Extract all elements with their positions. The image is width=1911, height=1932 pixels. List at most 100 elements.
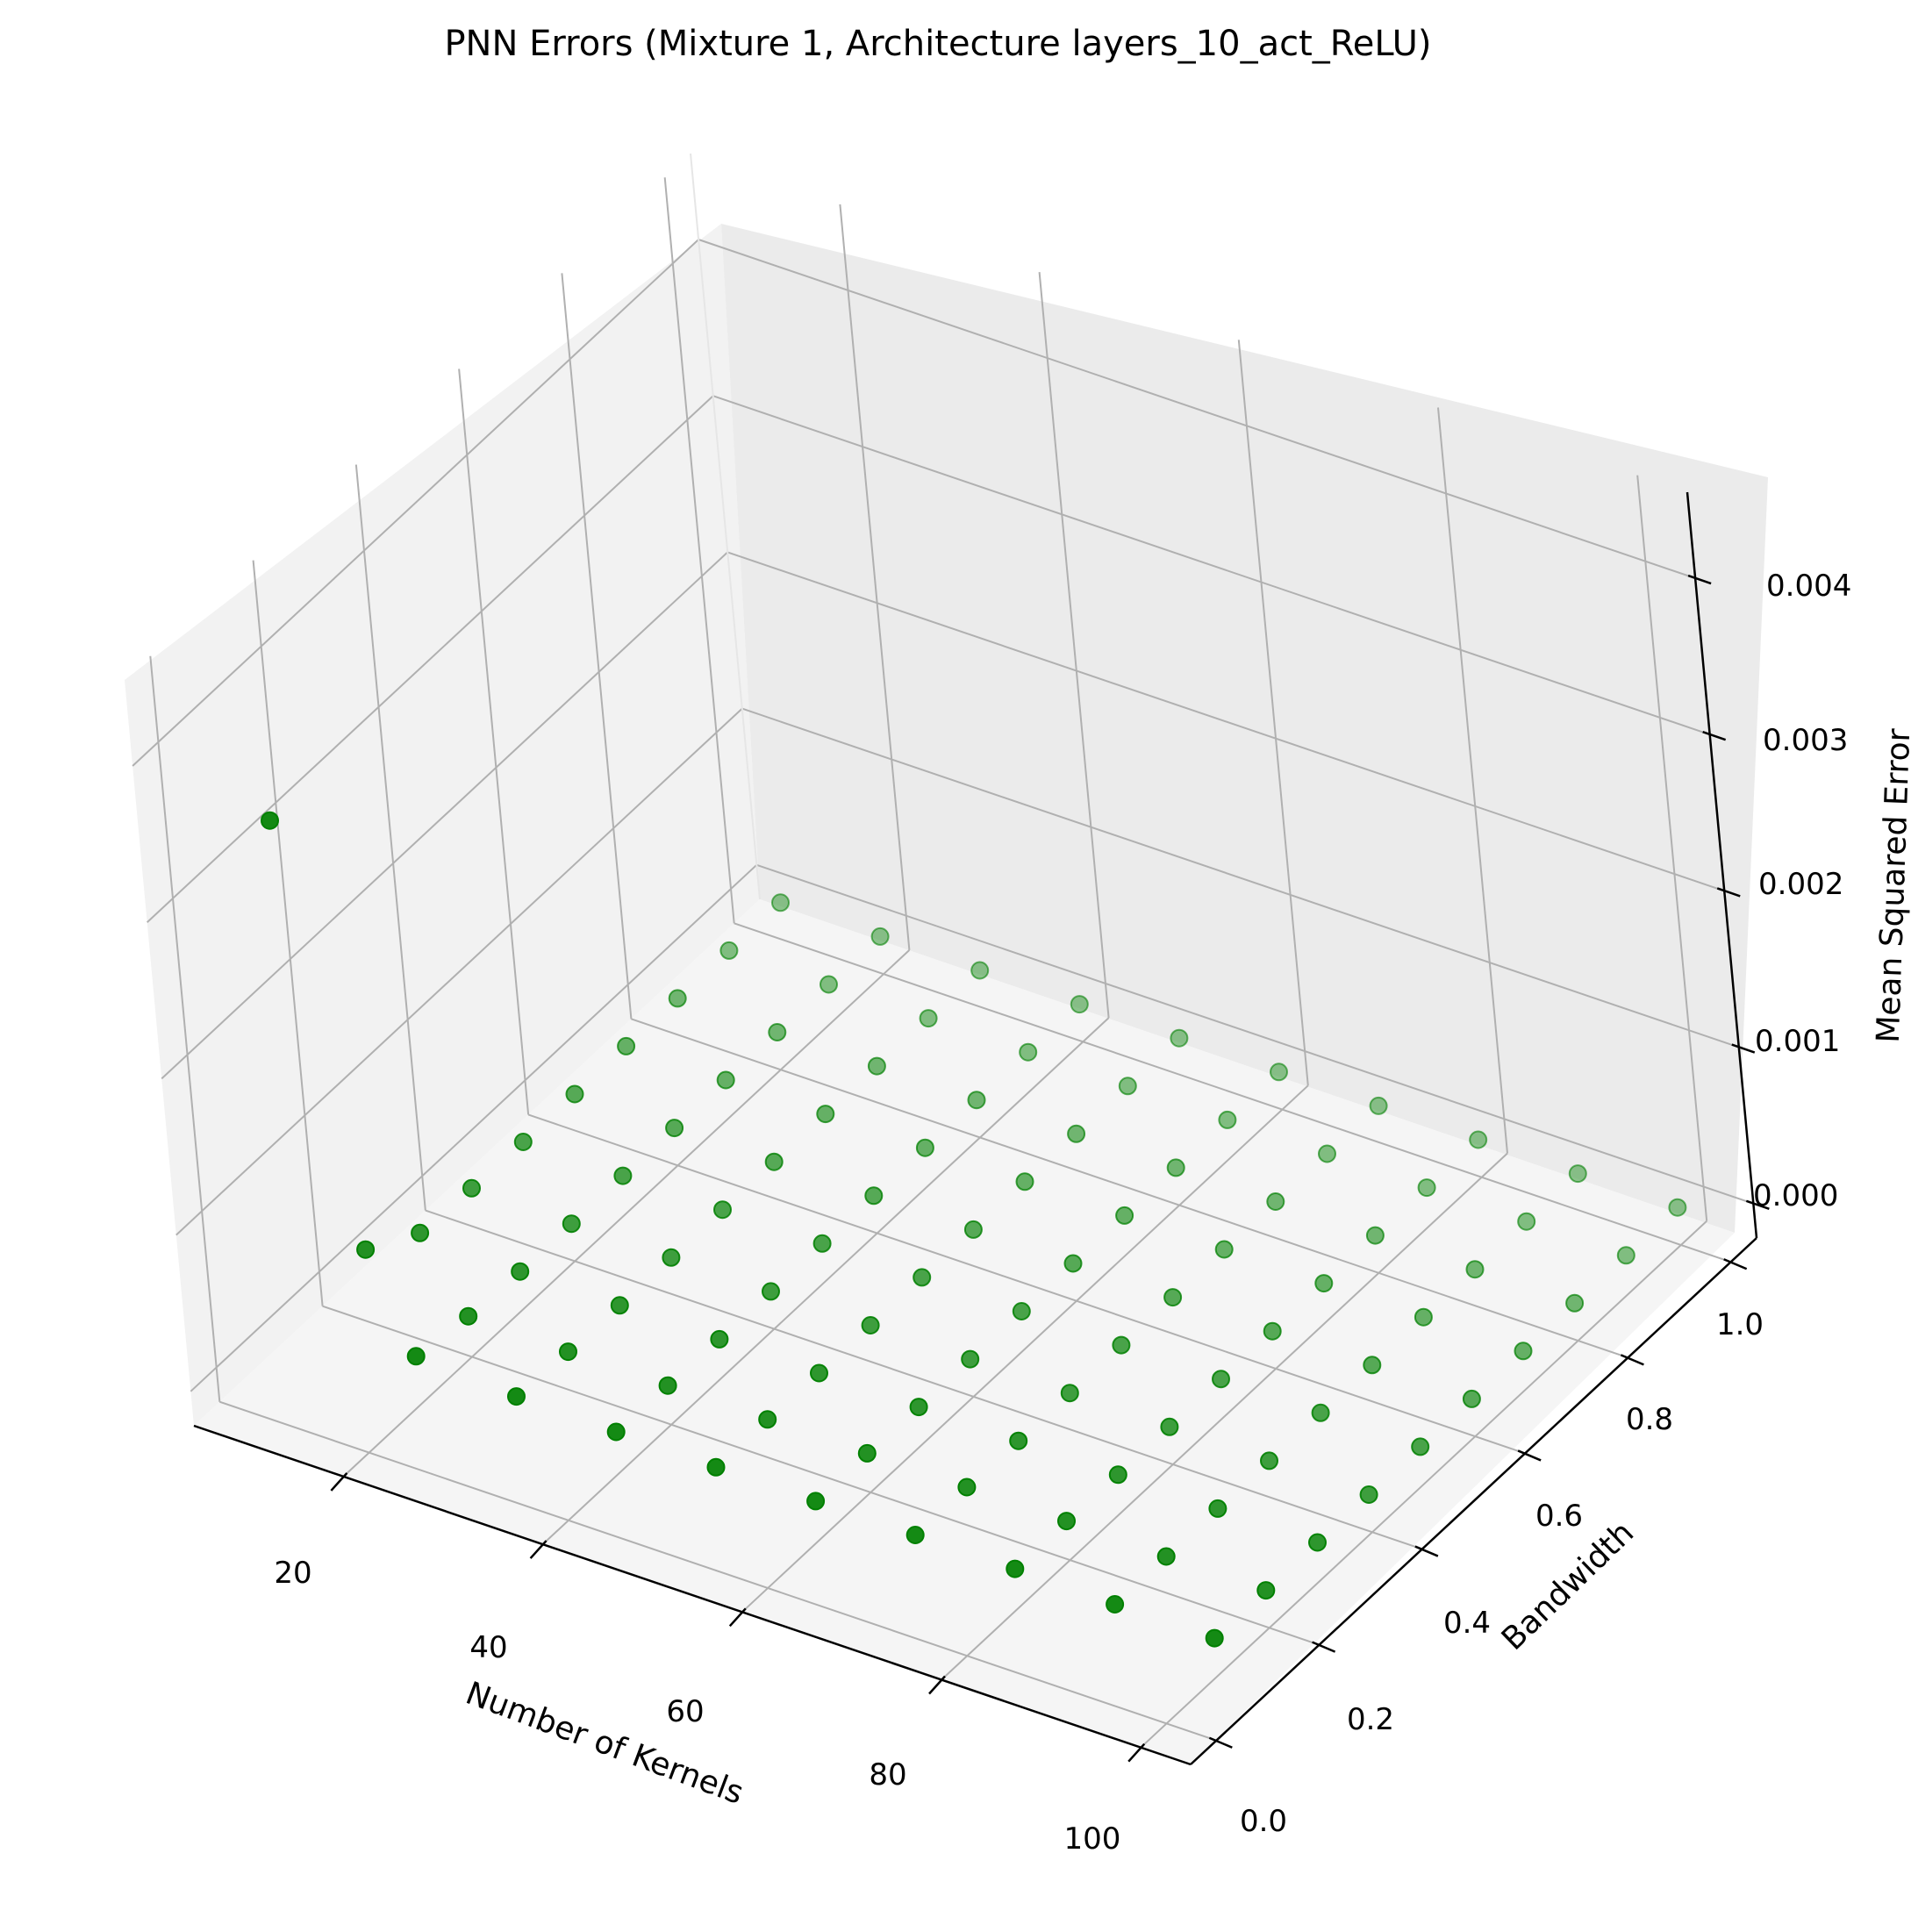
data-point <box>356 1240 376 1259</box>
x-tick-mark <box>529 1540 548 1559</box>
data-point <box>1019 1042 1038 1062</box>
y-gridline <box>218 1400 1217 1742</box>
x-gridline <box>1140 1220 1707 1749</box>
floor-pane <box>194 899 1735 1764</box>
data-point <box>768 1023 787 1041</box>
x-tick-mark <box>928 1675 946 1695</box>
data-point <box>1118 1077 1137 1096</box>
z-gridline <box>726 551 1725 892</box>
data-point <box>606 1422 626 1442</box>
data-point <box>1170 1028 1189 1048</box>
data-point <box>406 1347 426 1366</box>
x-gridline <box>1636 475 1708 1221</box>
data-point <box>562 1214 581 1234</box>
z-gridline <box>698 239 1696 579</box>
z-axis-line <box>1686 491 1758 1239</box>
data-point <box>565 1084 584 1104</box>
x-tick-mark <box>728 1607 747 1628</box>
data-point <box>1469 1130 1488 1149</box>
y-gridline <box>354 464 426 1211</box>
z-axis-title: Mean Squared Error <box>1871 728 1911 1044</box>
data-point <box>261 811 279 830</box>
y-gridline <box>561 273 633 1020</box>
data-point <box>459 1306 478 1326</box>
data-point <box>970 961 990 980</box>
data-point <box>1414 1307 1433 1327</box>
x-tick-mark <box>1127 1742 1146 1763</box>
data-point <box>617 1036 636 1055</box>
data-point <box>758 1410 777 1429</box>
data-point <box>812 1234 832 1253</box>
data-point <box>764 1152 784 1171</box>
x-tick-label: 60 <box>666 1694 704 1729</box>
data-point <box>1212 1370 1230 1389</box>
z-gridline <box>756 863 1754 1205</box>
data-point <box>1156 1547 1176 1566</box>
data-point <box>857 1443 877 1463</box>
data-point <box>1214 1240 1234 1259</box>
data-point <box>1260 1451 1278 1470</box>
data-point <box>1163 1288 1183 1307</box>
data-point <box>462 1178 481 1198</box>
data-point <box>1318 1144 1336 1163</box>
data-point <box>1616 1246 1635 1265</box>
y-tick-mark <box>1208 1736 1233 1749</box>
y-tick-label: 0.6 <box>1535 1499 1583 1534</box>
x-gridline <box>839 204 911 950</box>
chart-title: PNN Errors (Mixture 1, Architecture laye… <box>444 24 1431 64</box>
data-point <box>913 1268 932 1287</box>
data-point <box>1462 1389 1481 1408</box>
data-point <box>1070 995 1089 1014</box>
z-gridline <box>146 395 714 923</box>
data-point <box>665 1119 684 1138</box>
data-point <box>963 1220 983 1239</box>
y-tick-mark <box>1312 1641 1336 1653</box>
data-point <box>919 1009 938 1028</box>
data-point <box>1369 1096 1388 1115</box>
x-gridline <box>741 1084 1309 1614</box>
y-gridline <box>663 177 735 924</box>
pane-edge <box>690 153 761 900</box>
x-gridline <box>1437 407 1508 1154</box>
y-gridline <box>252 560 324 1306</box>
x-gridline <box>541 1017 1110 1545</box>
data-point <box>915 1138 934 1157</box>
data-point <box>1270 1063 1288 1082</box>
data-point <box>706 1457 726 1477</box>
data-point <box>1308 1533 1327 1552</box>
data-point <box>771 893 790 912</box>
z-tick-label: 0.004 <box>1766 569 1851 604</box>
y-gridline <box>149 655 221 1402</box>
data-point <box>1517 1212 1536 1231</box>
z-tick-label: 0.002 <box>1758 867 1843 902</box>
data-point <box>662 1248 681 1267</box>
data-point <box>816 1105 835 1124</box>
data-point <box>1057 1512 1076 1531</box>
data-point <box>1266 1192 1285 1211</box>
data-point <box>1106 1595 1125 1614</box>
data-point <box>909 1398 928 1417</box>
data-point <box>967 1091 986 1110</box>
data-point <box>1006 1559 1025 1578</box>
z-tick-label: 0.000 <box>1753 1178 1838 1213</box>
data-point <box>719 941 739 960</box>
z-gridline <box>161 551 728 1080</box>
data-point <box>961 1349 980 1369</box>
data-point <box>1160 1417 1179 1436</box>
data-point <box>1514 1342 1533 1361</box>
data-point <box>1218 1110 1237 1129</box>
data-point <box>658 1376 677 1395</box>
z-gridline <box>712 395 1710 736</box>
y-tick-mark <box>1723 1258 1748 1270</box>
y-tick-label: 1.0 <box>1716 1307 1764 1342</box>
y-tick-mark <box>1414 1545 1439 1557</box>
z-gridline <box>741 707 1740 1048</box>
data-point <box>1063 1254 1083 1273</box>
grid-lines <box>132 153 1754 1749</box>
data-point <box>762 1282 780 1301</box>
data-point <box>1668 1198 1687 1217</box>
data-point <box>1115 1206 1134 1225</box>
y-tick-label: 0.2 <box>1347 1702 1394 1737</box>
data-point <box>1565 1293 1585 1313</box>
